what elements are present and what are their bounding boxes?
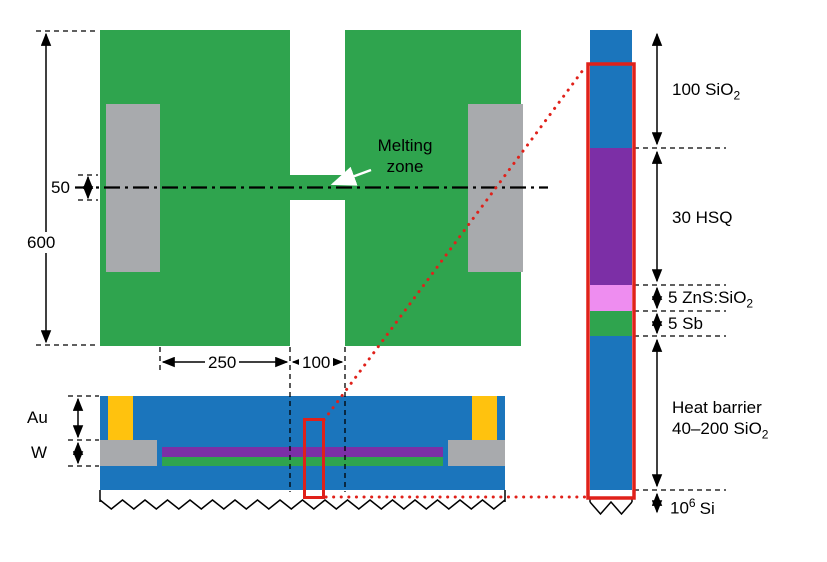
cross-section (99, 396, 506, 510)
stack-label-heat-barrier-line1: Heat barrier (672, 398, 762, 417)
dim-100-label: 100 (299, 352, 334, 373)
melting-zone-arrow (330, 166, 372, 186)
zoom-connector-top (322, 64, 588, 422)
stack-label-sio2-cap-sub: 2 (733, 88, 741, 103)
stack-zns-sio2 (590, 285, 632, 311)
stack-label-sb: 5 Sb (668, 314, 703, 333)
stack-sb (590, 311, 632, 336)
stack-heat-barrier (590, 336, 632, 490)
xs-sio2-cap (133, 396, 472, 440)
stack-label-si-suffix: Si (699, 498, 715, 518)
stack-substrate-zigzag (589, 500, 633, 516)
stack-label-sio2-cap: 100 SiO2 (672, 79, 740, 106)
xs-au-pad-right (472, 396, 497, 440)
stack-sio2-cap (590, 64, 632, 148)
extension-lines (36, 30, 726, 492)
au-label: Au (27, 408, 48, 427)
stack-label-si-exp: 6 (688, 496, 696, 510)
dim-250-label: 250 (205, 352, 240, 373)
xs-w-electrode-left (100, 440, 157, 466)
stack-label-zns-sub: 2 (746, 296, 754, 311)
top-view (75, 30, 548, 346)
xs-heat-barrier (100, 466, 505, 490)
xs-sb-layer (162, 457, 443, 466)
stack-label-zns-text: 5 ZnS:SiO (668, 288, 747, 307)
xs-cap-edge-left (100, 396, 108, 440)
xs-cap-edge-right (497, 396, 505, 440)
dim-600-label: 600 (24, 232, 59, 253)
stack-label-zns: 5 ZnS:SiO2 (668, 287, 753, 314)
stack-label-si: 106 Si (670, 493, 715, 519)
zoom-target-box (586, 62, 636, 500)
stack-label-sio2-cap-text: 100 SiO (672, 80, 734, 99)
w-label: W (31, 443, 48, 462)
xs-substrate-zigzag (99, 499, 506, 510)
zoom-connectors (322, 64, 588, 499)
stack-sio2-cap-top (590, 30, 632, 64)
stack-hsq (590, 148, 632, 285)
stack-label-si-base: 10 (670, 498, 689, 518)
zoom-source-box (303, 418, 325, 499)
stack-label-heat-barrier-line2: 40–200 SiO2 (672, 418, 768, 445)
melting-zone-label-line1: Melting (377, 136, 433, 155)
layer-stack (589, 30, 633, 516)
melting-zone-label: Melting zone (366, 135, 444, 177)
stack-label-heat-barrier-line2-text: 40–200 SiO (672, 419, 762, 438)
stack-label-heat-barrier-line2-sub: 2 (761, 427, 769, 442)
melting-zone-label-line2: zone (386, 157, 424, 176)
xs-w-electrode-right (448, 440, 505, 466)
stack-label-heat-barrier: Heat barrier 40–200 SiO2 (672, 397, 768, 445)
dim-50-label: 50 (48, 177, 73, 198)
stack-label-hsq: 30 HSQ (672, 208, 733, 227)
xs-hsq-layer (162, 447, 443, 457)
xs-au-pad-left (108, 396, 133, 440)
